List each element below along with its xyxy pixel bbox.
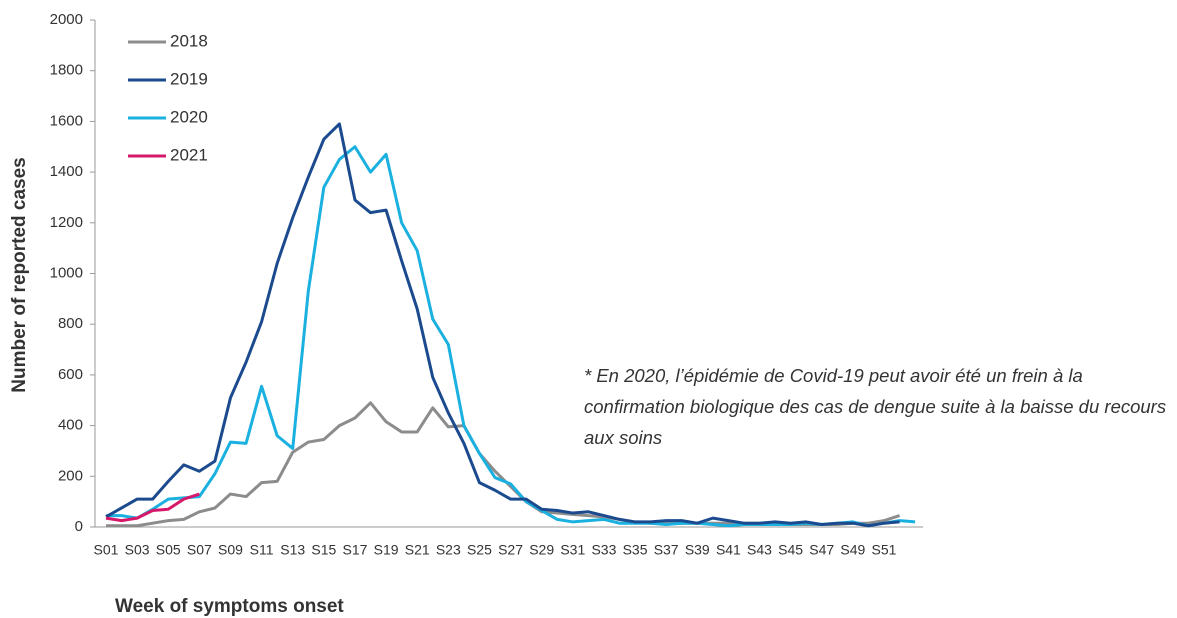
y-tick-label: 1600 [50, 112, 83, 129]
x-tick-label: S51 [872, 542, 897, 558]
x-tick-label: S07 [187, 542, 212, 558]
x-tick-label: S23 [436, 542, 461, 558]
x-tick-label: S19 [374, 542, 399, 558]
series-line [106, 145, 916, 528]
legend-label: 2020 [170, 107, 208, 126]
y-tick-label: 0 [75, 518, 83, 535]
x-tick-label: S21 [405, 542, 430, 558]
legend-label: 2021 [170, 145, 208, 164]
x-tick-label: S35 [623, 542, 648, 558]
y-tick-label: 1800 [50, 62, 83, 79]
y-tick-label: 400 [58, 417, 83, 434]
y-tick-label: 1400 [50, 163, 83, 180]
x-tick-label: S17 [342, 542, 367, 558]
x-tick-label: S15 [311, 542, 336, 558]
x-tick-label: S03 [125, 542, 150, 558]
y-tick-label: 1200 [50, 214, 83, 231]
y-tick-label: 800 [58, 315, 83, 332]
x-tick-label: S25 [467, 542, 492, 558]
x-tick-label: S43 [747, 542, 772, 558]
x-tick-label: S41 [716, 542, 741, 558]
x-tick-label: S09 [218, 542, 243, 558]
x-tick-label: S05 [156, 542, 181, 558]
series-line [105, 122, 900, 528]
x-tick-label: S31 [560, 542, 585, 558]
annotation: * En 2020, l’épidémie de Covid-19 peut a… [584, 365, 1167, 448]
x-tick-label: S33 [591, 542, 616, 558]
x-tick-label: S29 [529, 542, 554, 558]
x-tick-label: S47 [809, 542, 834, 558]
y-axis-title: Number of reported cases [9, 157, 30, 392]
y-tick-label: 1000 [50, 264, 83, 281]
x-tick-label: S27 [498, 542, 523, 558]
x-tick-label: S37 [654, 542, 679, 558]
y-tick-label: 2000 [50, 11, 83, 28]
x-tick-label: S45 [778, 542, 803, 558]
x-tick-label: S01 [94, 542, 119, 558]
x-tick-label: S13 [280, 542, 305, 558]
y-tick-label: 200 [58, 467, 83, 484]
x-tick-label: S49 [840, 542, 865, 558]
y-tick-label: 600 [58, 366, 83, 383]
x-tick-label: S11 [250, 542, 274, 558]
x-axis-title: Week of symptoms onset [115, 596, 344, 617]
legend-label: 2018 [170, 31, 208, 50]
x-tick-label: S39 [685, 542, 710, 558]
legend-label: 2019 [170, 69, 208, 88]
series-line [105, 492, 200, 523]
